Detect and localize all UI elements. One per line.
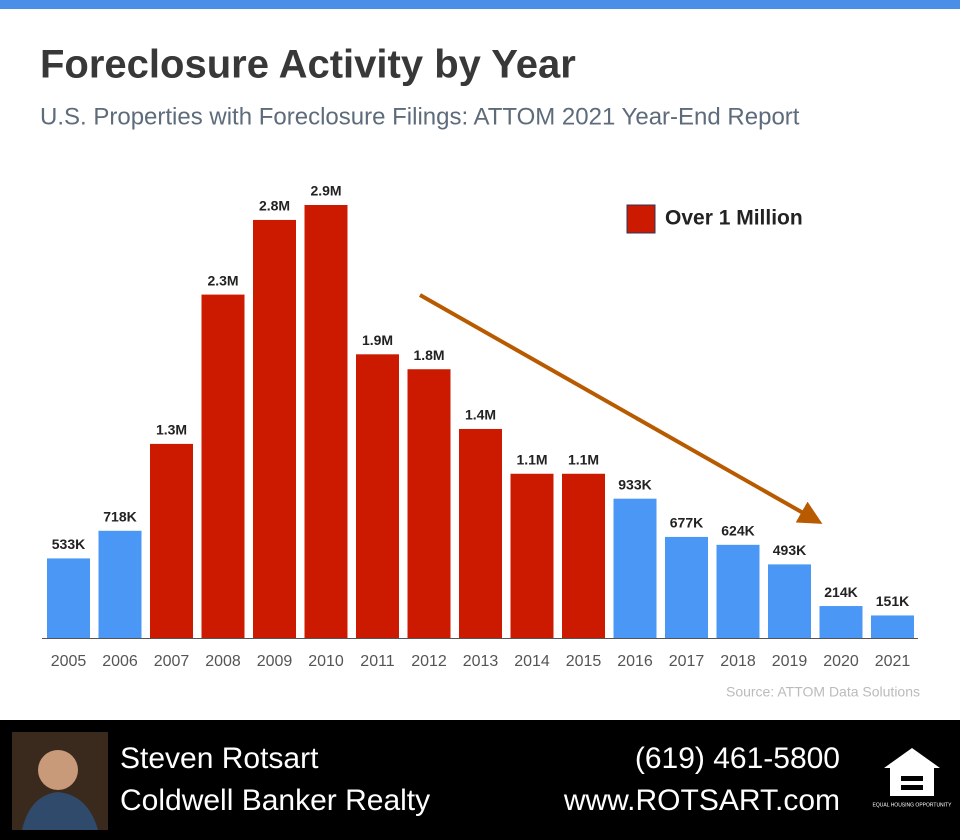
- bar: [253, 219, 296, 638]
- value-label: 2.9M: [310, 183, 341, 199]
- x-tick-label: 2006: [102, 653, 138, 670]
- source: Source: ATTOM Data Solutions: [726, 684, 920, 700]
- bar: [716, 544, 760, 638]
- agent-phone: (619) 461-5800: [635, 742, 840, 775]
- value-label: 1.1M: [568, 451, 599, 467]
- x-tick-label: 2011: [360, 653, 395, 670]
- value-label: 1.1M: [516, 451, 547, 467]
- x-tick-label: 2019: [772, 653, 808, 670]
- chart-subtitle: U.S. Properties with Foreclosure Filings…: [40, 103, 800, 130]
- value-label: 677K: [670, 515, 703, 531]
- x-tick-label: 2016: [617, 653, 653, 670]
- x-tick-label: 2007: [154, 653, 190, 670]
- bar: [613, 498, 657, 638]
- bar: [768, 564, 811, 638]
- value-label: 2.3M: [207, 272, 238, 288]
- x-tick-label: 2017: [669, 653, 705, 670]
- value-label: 533K: [52, 536, 85, 552]
- bar: [150, 443, 193, 638]
- agent-photo-body: [22, 792, 98, 830]
- agent-photo-face: [38, 750, 78, 790]
- logo-house: [890, 768, 934, 796]
- bar: [871, 615, 914, 638]
- bar: [98, 530, 142, 638]
- logo-text: EQUAL HOUSING OPPORTUNITY: [873, 802, 953, 808]
- x-tick-label: 2008: [205, 653, 241, 670]
- x-tick-label: 2010: [308, 653, 344, 670]
- logo-bar: [901, 785, 923, 790]
- agent-name: Steven Rotsart: [120, 742, 319, 775]
- value-label: 151K: [876, 593, 909, 609]
- x-tick-label: 2015: [566, 653, 602, 670]
- value-label: 493K: [773, 542, 806, 558]
- x-tick-label: 2012: [411, 653, 447, 670]
- x-tick-label: 2005: [51, 653, 87, 670]
- value-label: 214K: [824, 584, 857, 600]
- bar: [510, 473, 554, 638]
- x-tick-label: 2020: [823, 653, 859, 670]
- logo-roof: [884, 748, 940, 768]
- value-label: 2.8M: [259, 198, 290, 214]
- legend-label: Over 1 Million: [665, 207, 803, 230]
- bar: [665, 536, 708, 638]
- value-label: 624K: [721, 523, 754, 539]
- bar: [407, 369, 451, 638]
- bar: [562, 473, 605, 638]
- agent-website: www.ROTSART.com: [563, 784, 840, 817]
- x-tick-label: 2018: [720, 653, 756, 670]
- bar: [819, 606, 863, 638]
- value-label: 1.4M: [465, 407, 496, 423]
- x-tick-label: 2013: [463, 653, 499, 670]
- agent-company: Coldwell Banker Realty: [120, 784, 430, 817]
- value-label: 1.3M: [156, 422, 187, 438]
- footer-bar: [0, 720, 960, 840]
- legend: Over 1 Million: [626, 204, 803, 234]
- value-label: 933K: [618, 476, 651, 492]
- trend-arrow: [419, 293, 823, 524]
- bar: [356, 354, 399, 638]
- value-label: 1.9M: [362, 332, 393, 348]
- x-tick-label: 2009: [257, 653, 293, 670]
- x-tick-label: 2021: [875, 653, 911, 670]
- value-label: 718K: [103, 508, 136, 524]
- bar: [304, 205, 348, 638]
- chart-title: Foreclosure Activity by Year: [40, 43, 576, 87]
- value-label: 1.8M: [413, 347, 444, 363]
- legend-swatch: [626, 204, 656, 234]
- logo-bar: [901, 776, 923, 781]
- x-tick-label: 2014: [514, 653, 550, 670]
- footer: Steven Rotsart Coldwell Banker Realty (6…: [0, 720, 960, 840]
- top-strip: [0, 0, 960, 9]
- bar: [47, 558, 90, 638]
- bar: [459, 428, 502, 638]
- bar: [201, 294, 245, 638]
